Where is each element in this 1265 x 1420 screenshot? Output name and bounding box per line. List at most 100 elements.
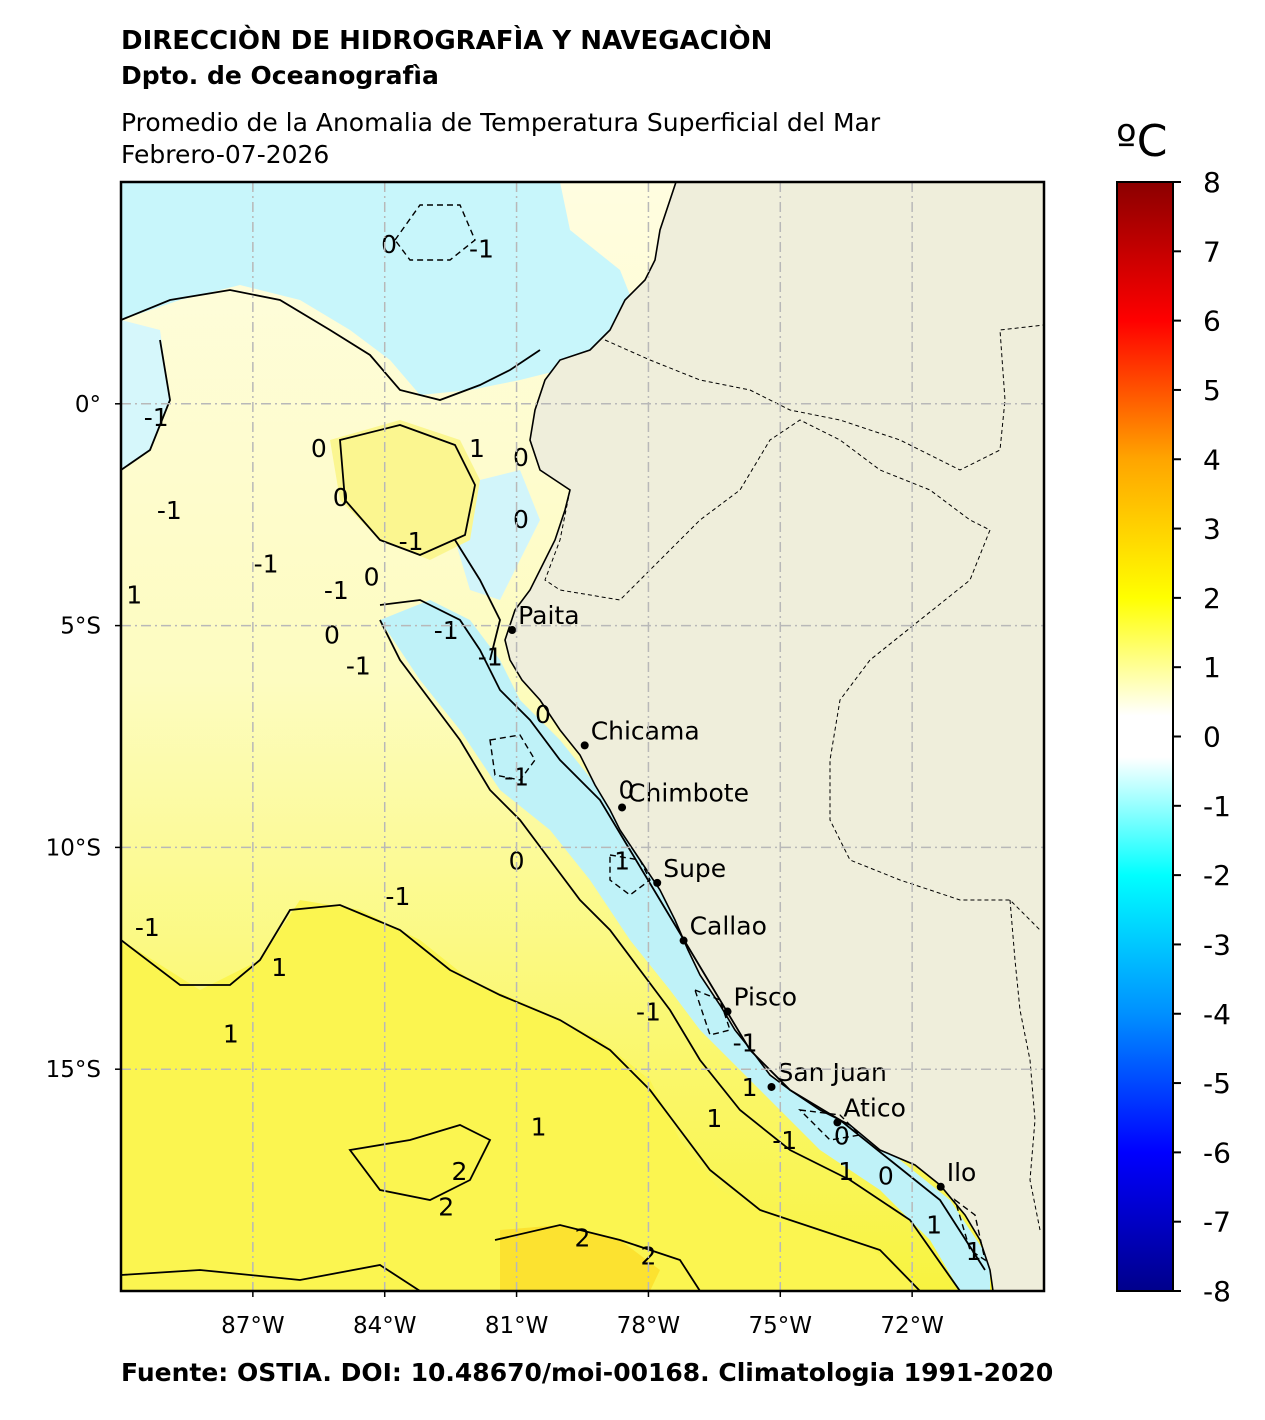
contour-label: 1: [469, 434, 485, 463]
lat-label: 5°S: [60, 614, 101, 640]
contour-label: 0: [535, 700, 551, 729]
contour-label: 0: [618, 776, 634, 805]
border-brazil: [829, 529, 1041, 931]
contour-label: 1: [706, 1104, 722, 1133]
contour-lines: [121, 289, 986, 1291]
lon-label: 84°W: [353, 1313, 417, 1339]
lat-label: 0°: [75, 392, 101, 418]
lon-label: 81°W: [485, 1313, 549, 1339]
cool-anomaly-northwest: [121, 320, 170, 470]
source-footer: Fuente: OSTIA. DOI: 10.48670/moi-00168. …: [121, 1358, 1054, 1387]
city-label: Chicama: [591, 716, 700, 745]
map-frame: [119, 180, 1046, 1293]
contour-label: 0: [324, 620, 340, 649]
contour-label: -1: [324, 576, 349, 605]
lat-label: 15°S: [46, 1057, 101, 1083]
contour-label: 0: [311, 434, 327, 463]
border-ecuador-peru: [544, 419, 991, 601]
contour-label: -1: [254, 549, 279, 578]
colorbar-tick-label: -5: [1203, 1067, 1231, 1100]
contour-label: 2: [451, 1157, 467, 1186]
lon-label: 87°W: [221, 1313, 285, 1339]
city-label: Callao: [690, 912, 767, 941]
latitude-labels: 0° 5°S 10°S 15°S: [46, 392, 101, 1083]
contour-label: -1: [144, 403, 169, 432]
colorbar-tick-label: -2: [1203, 859, 1231, 892]
contour-label: -1: [733, 1028, 758, 1057]
city-marker: [833, 1118, 842, 1127]
contour-label: -1: [772, 1126, 797, 1155]
contour-label: 1: [926, 1210, 942, 1239]
colorbar-tick-label: 6: [1203, 305, 1221, 338]
colorbar-tick-label: 5: [1203, 374, 1221, 407]
contour-label: 2: [575, 1224, 591, 1253]
city-label: Supe: [663, 854, 726, 883]
contour-label: 1: [126, 580, 142, 609]
contour-label: 1: [838, 1157, 854, 1186]
city-label: Chimbote: [628, 778, 749, 807]
cool-anomaly-north: [121, 182, 640, 395]
colorbar-tick-label: -3: [1203, 928, 1231, 961]
contour-label: 0: [333, 483, 349, 512]
contour-label: 1: [271, 953, 287, 982]
contour-label: -1: [135, 913, 160, 942]
contour-label: -1: [434, 616, 459, 645]
colorbar-tick-label: 1: [1203, 651, 1221, 684]
contour-label: 1: [531, 1113, 547, 1142]
colorbar-tick-label: 8: [1203, 166, 1221, 199]
contour-label: -1: [385, 882, 410, 911]
contour-label: 1: [223, 1020, 239, 1049]
contour-label: -1: [157, 496, 182, 525]
colorbar-tick-label: -8: [1203, 1275, 1231, 1308]
colorbar-tick-label: -6: [1203, 1136, 1231, 1169]
contour-label: 0: [364, 563, 380, 592]
warm-anomaly-core: [500, 1225, 660, 1291]
city-marker: [723, 1007, 732, 1016]
contour-label: -1: [469, 234, 494, 263]
contour-label: 0: [513, 443, 529, 472]
colorbar-tick-label: 4: [1203, 443, 1221, 476]
map-title: Promedio de la Anomalia de Temperatura S…: [121, 108, 881, 137]
contour-label: -1: [478, 643, 503, 672]
colorbar: [1116, 181, 1174, 1292]
contour-label: 2: [640, 1241, 656, 1270]
graticule: [115, 182, 1044, 1297]
warm-anomaly-south: [121, 900, 920, 1291]
city-label: San Juan: [777, 1058, 886, 1087]
colorbar-tick-label: 0: [1203, 721, 1221, 754]
city-label: Ilo: [947, 1158, 977, 1187]
longitude-labels: 87°W 84°W 81°W 78°W 75°W 72°W: [221, 1313, 944, 1339]
colorbar-tick-label: 2: [1203, 582, 1221, 615]
colorbar-tick-label: 3: [1203, 513, 1221, 546]
contour-lines-negative: [394, 204, 987, 1262]
contour-label: 2: [438, 1193, 454, 1222]
colorbar-tick-label: -4: [1203, 998, 1231, 1031]
city-marker: [936, 1182, 945, 1191]
land-south-america: [504, 182, 1044, 1291]
contour-label: 1: [966, 1237, 982, 1266]
contour-label: -1: [346, 651, 371, 680]
colorbar-tick-label: 7: [1203, 235, 1221, 268]
colorbar-unit: ºC: [1116, 116, 1168, 167]
lon-label: 78°W: [617, 1313, 681, 1339]
city-marker: [767, 1082, 776, 1091]
lat-label: 10°S: [46, 835, 101, 861]
colorbar-tick-label: -7: [1203, 1206, 1231, 1239]
contour-label: -1: [399, 527, 424, 556]
city-marker: [580, 741, 589, 750]
city-marker: [679, 936, 688, 945]
lon-label: 72°W: [880, 1313, 944, 1339]
city-marker: [618, 803, 627, 812]
colorbar-ticks: 8 7 6 5 4 3 2 1 0 -1 -2 -3 -4 -5 -6 -7 -8: [1173, 166, 1231, 1308]
colorbar-tick-label: -1: [1203, 790, 1231, 823]
contour-label: 0: [878, 1162, 894, 1191]
city-marker: [653, 878, 662, 887]
map-date: Febrero-07-2026: [121, 140, 330, 169]
contour-label: 0: [509, 847, 525, 876]
agency-title: DIRECCIÒN DE HIDROGRAFÌA Y NAVEGACIÒN: [121, 26, 773, 56]
lon-label: 75°W: [749, 1313, 813, 1339]
contour-label: 0: [381, 230, 397, 259]
